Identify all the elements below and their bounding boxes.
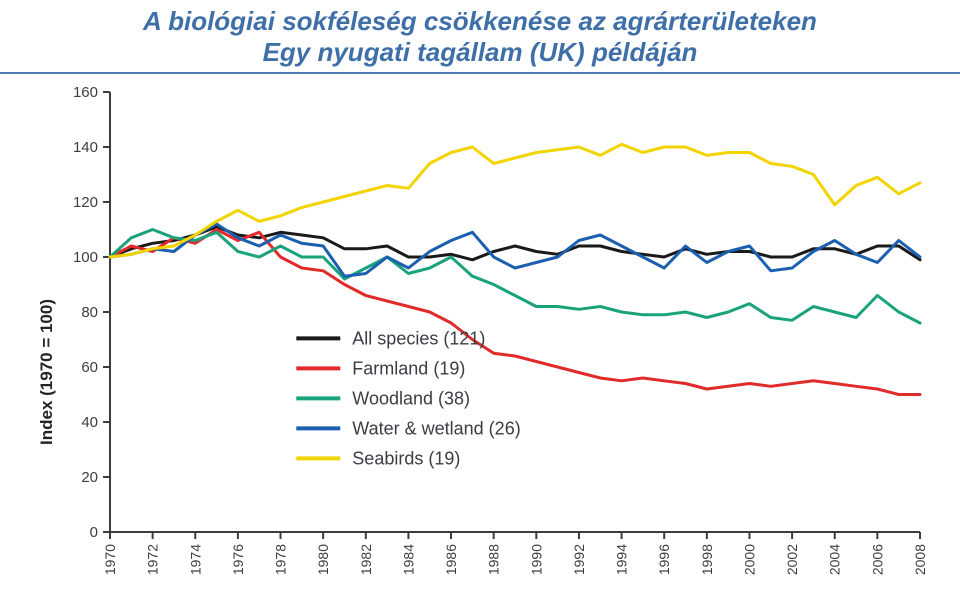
- y-tick-label: 120: [73, 194, 98, 211]
- y-tick-label: 160: [73, 84, 98, 101]
- x-tick-label: 1976: [230, 544, 246, 575]
- title-line-1: A biológiai sokféleség csökkenése az agr…: [20, 6, 940, 37]
- legend-label: Farmland (19): [352, 358, 465, 378]
- y-axis-label: Index (1970 = 100): [37, 299, 56, 445]
- x-tick-label: 1974: [187, 544, 203, 575]
- x-tick-label: 1994: [614, 544, 630, 575]
- x-tick-label: 1970: [102, 544, 118, 575]
- x-tick-label: 1980: [315, 544, 331, 575]
- x-tick-label: 1988: [486, 544, 502, 575]
- y-tick-label: 20: [81, 469, 98, 486]
- y-tick-label: 60: [81, 359, 98, 376]
- legend-label: Seabirds (19): [352, 448, 460, 468]
- x-tick-label: 1986: [443, 544, 459, 575]
- x-tick-label: 2000: [741, 544, 757, 575]
- y-tick-label: 100: [73, 249, 98, 266]
- x-tick-label: 1990: [528, 544, 544, 575]
- y-tick-label: 80: [81, 304, 98, 321]
- y-tick-label: 0: [90, 524, 98, 541]
- x-tick-label: 1992: [571, 544, 587, 575]
- legend-label: Water & wetland (26): [352, 418, 520, 438]
- title-block: A biológiai sokféleség csökkenése az agr…: [0, 0, 960, 74]
- x-tick-label: 1978: [273, 544, 289, 575]
- title-line-2: Egy nyugati tagállam (UK) példáján: [20, 37, 940, 68]
- x-tick-label: 1996: [656, 544, 672, 575]
- x-tick-label: 2004: [827, 544, 843, 575]
- x-tick-label: 1984: [400, 544, 416, 575]
- x-tick-label: 1998: [699, 544, 715, 575]
- legend-label: All species (121): [352, 328, 485, 348]
- x-tick-label: 1972: [145, 544, 161, 575]
- y-tick-label: 140: [73, 139, 98, 156]
- x-tick-label: 2002: [784, 544, 800, 575]
- legend-label: Woodland (38): [352, 388, 470, 408]
- y-tick-label: 40: [81, 414, 98, 431]
- chart-area: 0 20 40 60 80 100 120 140 160 1970 1972 1974 1976 197…: [20, 82, 940, 592]
- x-tick-label: 2006: [869, 544, 885, 575]
- line-chart: 0 20 40 60 80 100 120 140 160 1970 1972 1974 1976 197…: [20, 82, 940, 592]
- series-line: [110, 144, 920, 257]
- series-line: [110, 230, 920, 324]
- x-tick-label: 2008: [912, 544, 928, 575]
- x-tick-label: 1982: [358, 544, 374, 575]
- series-line: [110, 227, 920, 260]
